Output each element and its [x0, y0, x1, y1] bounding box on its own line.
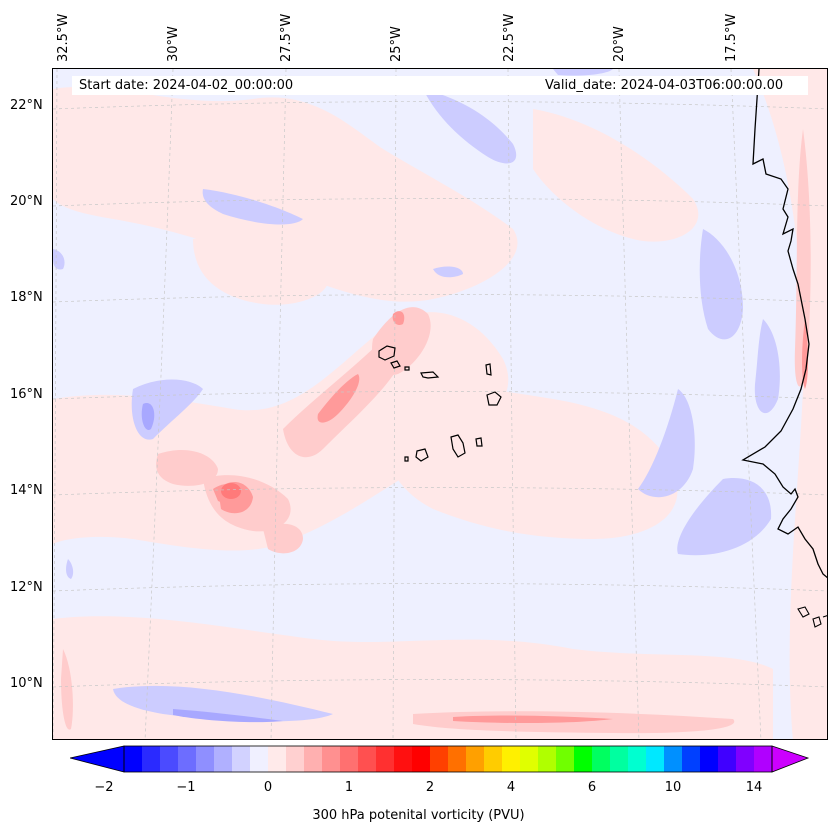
coast-bijagos — [797, 606, 827, 628]
colorbar-tick-label: 4 — [506, 780, 516, 795]
colorbar-tick-label: 1 — [344, 780, 354, 795]
island-sao-nicolau — [420, 371, 440, 379]
cape-verde-islands — [378, 345, 502, 462]
colorbar-tick-label: 10 — [664, 780, 682, 795]
island-sal — [485, 363, 492, 376]
colorbar-tick-label: 0 — [263, 780, 273, 795]
colorbar-cell — [736, 746, 755, 772]
colorbar-label: 300 hPa potenital vorticity (PVU) — [312, 808, 525, 823]
pv-field-map — [53, 69, 827, 739]
lat-label: 16°N — [10, 387, 43, 402]
colorbar-tick-label: 2 — [425, 780, 435, 795]
colorbar-cell — [214, 746, 233, 772]
colorbar-cell — [286, 746, 305, 772]
colorbar-outline — [123, 745, 773, 773]
start-date-label: Start date: 2024-04-02_00:00:00 — [79, 78, 294, 93]
lat-label: 22°N — [10, 98, 43, 113]
lon-label: 32.5°W — [56, 13, 71, 62]
colorbar-cell — [610, 746, 629, 772]
pv-negative-moderate — [141, 403, 283, 723]
island-sao-vicente — [390, 360, 401, 369]
colorbar-cell — [412, 746, 431, 772]
colorbar-cell — [664, 746, 683, 772]
colorbar-cell — [484, 746, 503, 772]
colorbar-cell — [646, 746, 665, 772]
colorbar-cell — [124, 746, 143, 772]
colorbar-cell — [250, 746, 269, 772]
valid-date-label: Valid_date: 2024-04-03T06:00:00.00 — [545, 78, 784, 93]
colorbar-overflow-triangle — [771, 745, 810, 773]
lon-label: 17.5°W — [724, 13, 739, 62]
colorbar-cell — [700, 746, 719, 772]
colorbar-cell — [430, 746, 449, 772]
lon-label: 27.5°W — [279, 13, 294, 62]
colorbar-underflow-triangle — [70, 745, 125, 773]
west-africa-coastline — [741, 69, 827, 579]
colorbar-cell — [196, 746, 215, 772]
colorbar-cell — [592, 746, 611, 772]
colorbar-cell — [556, 746, 575, 772]
colorbar-cell — [538, 746, 557, 772]
lon-label: 25°W — [389, 26, 404, 62]
island-maio — [475, 437, 483, 447]
colorbar-cell — [178, 746, 197, 772]
colorbar-tick-label: −2 — [94, 780, 114, 795]
colorbar-cell — [160, 746, 179, 772]
colorbar-cell — [322, 746, 341, 772]
colorbar-cell — [142, 746, 161, 772]
colorbar-tick-label: 6 — [587, 780, 597, 795]
colorbar-cell — [466, 746, 485, 772]
lat-label: 10°N — [10, 676, 43, 691]
colorbar-cell — [628, 746, 647, 772]
colorbar-tick-label: 14 — [745, 780, 763, 795]
island-brava — [404, 456, 409, 462]
colorbar-cell — [358, 746, 377, 772]
lat-label: 12°N — [10, 580, 43, 595]
island-santo-antao — [378, 345, 396, 361]
pv-positive-core — [221, 483, 241, 499]
gridlines — [53, 69, 827, 739]
lat-label: 18°N — [10, 290, 43, 305]
lat-label: 14°N — [10, 483, 43, 498]
colorbar-cell — [304, 746, 323, 772]
lon-label: 22.5°W — [502, 13, 517, 62]
colorbar-cells — [124, 746, 773, 772]
map-panel — [52, 68, 828, 740]
colorbar-cell — [448, 746, 467, 772]
colorbar-cell — [718, 746, 737, 772]
island-santiago — [450, 434, 466, 458]
colorbar-cell — [232, 746, 251, 772]
colorbar-cell — [574, 746, 593, 772]
island-fogo — [415, 448, 429, 462]
colorbar-cell — [520, 746, 539, 772]
colorbar-cell — [394, 746, 413, 772]
colorbar-cell — [754, 746, 773, 772]
colorbar-cell — [502, 746, 521, 772]
island-boa-vista — [486, 391, 502, 406]
colorbar-cell — [268, 746, 287, 772]
colorbar-cell — [682, 746, 701, 772]
colorbar-tick-label: −1 — [176, 780, 196, 795]
island-santa-luzia — [404, 366, 410, 371]
lat-label: 20°N — [10, 194, 43, 209]
lon-label: 30°W — [166, 26, 181, 62]
colorbar — [70, 745, 810, 773]
date-annotation-bar — [72, 76, 808, 95]
lon-label: 20°W — [612, 26, 627, 62]
colorbar-cell — [376, 746, 395, 772]
colorbar-cell — [340, 746, 359, 772]
